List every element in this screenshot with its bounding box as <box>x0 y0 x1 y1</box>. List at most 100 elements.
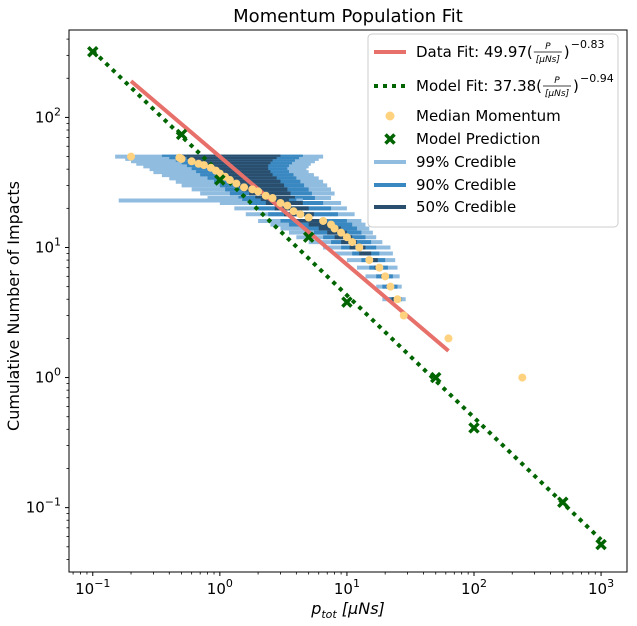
median-point-35 <box>444 334 453 343</box>
x-tick-label-4: 103 <box>588 577 614 598</box>
model-prediction-point-0-stroke-b <box>87 45 99 58</box>
x-tick-label-3: 102 <box>461 577 487 598</box>
y-tick-base-0: 10 <box>26 499 45 517</box>
data-fit-line <box>129 79 450 353</box>
median-point-17 <box>276 198 285 207</box>
median-point-27 <box>348 238 357 247</box>
median-point-19 <box>289 207 298 216</box>
legend-item-model_pred: Model Prediction <box>384 130 540 148</box>
legend-close-model_fit: ) <box>573 77 579 95</box>
median-point-3 <box>187 157 196 166</box>
legend-box <box>367 33 619 228</box>
legend-item-ci50: 50% Credible <box>374 198 516 216</box>
legend-frac-num-data_fit: P <box>545 42 551 52</box>
median-point-21 <box>304 213 313 222</box>
x-tick-label-0: 10−1 <box>75 577 110 598</box>
chart-title: Momentum Population Fit <box>233 6 463 27</box>
legend-item-median: Median Momentum <box>385 107 561 125</box>
x-tick-exponent-2: 1 <box>353 577 360 590</box>
median-point-29 <box>365 256 374 265</box>
y-tick-exponent-3: 2 <box>54 105 61 118</box>
model-prediction-point-6 <box>468 422 480 434</box>
median-point-12 <box>240 183 249 192</box>
model-prediction-point-1 <box>175 128 188 141</box>
model-prediction-point-7-stroke-b <box>557 496 569 508</box>
legend-label-ci99: 99% Credible <box>416 153 516 171</box>
legend-label-model_pred: Model Prediction <box>416 130 540 148</box>
y-tick-label-2: 101 <box>35 235 61 256</box>
legend-label-data_fit: Data Fit: 49.97( <box>416 43 533 61</box>
model-prediction-point-3-stroke-b <box>302 231 315 243</box>
x-tick-exponent-1: 0 <box>226 577 233 590</box>
x-tick-exponent-0: −1 <box>94 577 110 590</box>
legend-item-data_fit: Data Fit: 49.97( P [μNs]) −0.83 <box>374 38 605 65</box>
model-prediction-point-2-stroke-b <box>214 174 226 186</box>
model-prediction-point-3 <box>302 231 315 243</box>
legend-frac-den-model_fit: [μNs] <box>545 89 570 99</box>
axes-frame <box>68 29 628 573</box>
median-point-16 <box>268 194 277 203</box>
median-point-18 <box>283 201 292 210</box>
model-prediction-point-5 <box>429 371 442 384</box>
median-point-28 <box>355 243 364 252</box>
median-point-31 <box>381 272 390 281</box>
x-tick-exponent-4: 3 <box>607 577 614 590</box>
median-point-0 <box>127 152 136 161</box>
model-prediction-point-4-stroke-b <box>341 296 353 308</box>
median-point-26 <box>342 233 351 242</box>
legend-item-model_fit: Model Fit: 37.38( P [μNs]) −0.94 <box>374 72 614 99</box>
legend-median-swatch <box>385 111 395 121</box>
y-tick-exponent-2: 1 <box>54 235 61 248</box>
median-point-33 <box>393 295 402 304</box>
median-point-11 <box>232 179 241 188</box>
model-prediction-point-5-stroke-b <box>429 371 442 384</box>
model-prediction-point-7 <box>557 496 569 508</box>
legend-model-pred-swatch-stroke-b <box>384 133 396 145</box>
y-tick-base-1: 10 <box>35 369 54 387</box>
legend-item-ci90: 90% Credible <box>374 176 516 194</box>
model-prediction-point-8 <box>595 538 607 551</box>
legend-item-ci99: 99% Credible <box>374 153 516 171</box>
median-point-15 <box>261 191 270 200</box>
legend-exp-data_fit: −0.83 <box>571 38 605 51</box>
legend-close-data_fit: ) <box>564 43 570 61</box>
model-prediction-point-4 <box>341 296 353 308</box>
median-point-25 <box>337 228 346 237</box>
model-prediction-point-1-stroke-b <box>175 128 188 141</box>
median-point-34 <box>399 311 408 320</box>
legend-label-ci90: 90% Credible <box>416 176 516 194</box>
y-tick-exponent-0: −1 <box>45 496 61 509</box>
x-tick-label-2: 101 <box>334 577 360 598</box>
model-prediction-point-0 <box>87 45 99 58</box>
median-point-32 <box>386 282 395 291</box>
y-tick-label-0: 10−1 <box>26 496 61 517</box>
x-axis-label: ptot [μNs] <box>310 599 385 621</box>
x-tick-exponent-3: 2 <box>480 577 487 590</box>
model-prediction-point-8-stroke-b <box>595 538 607 551</box>
median-point-10 <box>225 176 234 185</box>
y-tick-base-3: 10 <box>35 108 54 126</box>
y-tick-label-3: 102 <box>35 105 61 126</box>
legend-label-ci50: 50% Credible <box>416 198 516 216</box>
plot-area <box>87 45 607 551</box>
median-point-2 <box>177 154 186 163</box>
model-prediction-point-2 <box>214 174 226 186</box>
plot-content <box>87 45 607 551</box>
legend-label-model_fit: Model Fit: 37.38( <box>416 77 542 95</box>
legend-exp-model_fit: −0.94 <box>580 72 614 85</box>
y-tick-exponent-1: 0 <box>54 366 61 379</box>
x-tick-label-1: 100 <box>207 577 233 598</box>
legend-frac-den-data_fit: [μNs] <box>536 55 561 65</box>
median-point-24 <box>330 224 339 233</box>
legend-frac-num-model_fit: P <box>554 76 560 86</box>
legend-label-median: Median Momentum <box>416 107 561 125</box>
model-prediction-point-6-stroke-b <box>468 422 480 434</box>
y-tick-base-2: 10 <box>35 238 54 256</box>
median-point-30 <box>375 263 384 272</box>
median-point-14 <box>254 187 263 196</box>
y-tick-label-1: 100 <box>35 366 61 387</box>
median-point-5 <box>199 161 208 170</box>
legend-model-pred-swatch <box>384 133 396 145</box>
